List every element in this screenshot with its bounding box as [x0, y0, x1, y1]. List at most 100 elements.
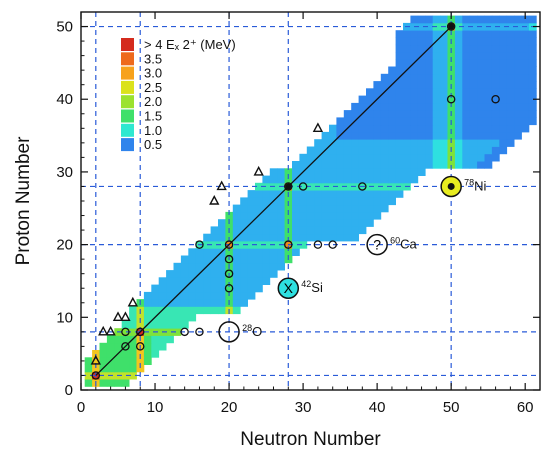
nuclide-cell — [499, 110, 508, 118]
nuclide-cell — [417, 37, 426, 46]
nuclide-cell — [351, 146, 359, 155]
nuclide-cell — [506, 81, 515, 89]
nuclide-cell — [343, 175, 352, 184]
nuclide-cell — [143, 306, 152, 315]
nuclide-cell — [521, 88, 530, 96]
nuclide-cell — [84, 371, 93, 380]
doubly-magic-dot — [285, 183, 292, 190]
nuclide-cell — [299, 175, 308, 184]
nuclide-cell — [440, 161, 448, 169]
nuclide-cell — [417, 146, 426, 155]
nuclide-cell — [403, 59, 411, 67]
nuclide-cell — [262, 211, 271, 220]
nuclide-cell — [218, 241, 226, 249]
nuclide-cell — [121, 328, 130, 336]
nuclide-cell — [180, 262, 189, 271]
nuclide-cell — [491, 44, 500, 53]
nuclide-cell — [462, 110, 471, 118]
nuclide-cell — [343, 211, 352, 220]
nuclide-cell — [454, 102, 463, 111]
nuclide-cell — [499, 30, 508, 38]
circle-marker — [224, 283, 234, 293]
nuclide-cell — [136, 357, 145, 365]
nuclide-cell — [477, 95, 485, 104]
nuclide-cell — [477, 81, 485, 89]
nuclide-cell — [484, 139, 493, 147]
nuclide-cell — [477, 37, 485, 46]
nuclide-cell — [432, 15, 441, 24]
nuclide-cell — [388, 124, 396, 133]
nuclide-cell — [269, 248, 278, 256]
nuclide-cell — [210, 306, 219, 315]
nuclide-cell — [299, 219, 308, 227]
nuclide-cell — [447, 15, 456, 24]
nuclide-cell — [106, 350, 115, 358]
nuclide-cell — [314, 219, 322, 227]
nuclide-cell — [92, 364, 100, 373]
nuclide-cell — [477, 131, 485, 140]
nuclide-cell — [129, 313, 137, 322]
nuclide-cell — [425, 52, 434, 60]
nuclide-cell — [180, 320, 189, 329]
nuclide-cell — [277, 175, 285, 184]
nuclide-cell — [366, 95, 374, 104]
nuclide-cell — [203, 248, 211, 256]
nuclide-cell — [129, 306, 137, 315]
nuclide-cell — [269, 255, 278, 264]
nuclide-cell — [506, 37, 515, 46]
nuclide-cell — [388, 182, 396, 191]
n-equals-z-line — [95, 26, 452, 376]
nuclide-cell — [388, 117, 396, 126]
nuclide-annotation: 78Ni — [464, 177, 486, 193]
nuclide-cell — [210, 284, 219, 293]
nuclide-cell — [358, 117, 367, 126]
nuclide-cell — [188, 306, 197, 315]
nuclide-cell — [417, 95, 426, 104]
nuclide-cell — [380, 168, 389, 176]
legend-swatch — [121, 38, 134, 51]
nuclide-cell — [180, 255, 189, 264]
nuclide-cell — [410, 73, 419, 82]
legend-swatch — [121, 123, 134, 137]
nuclide-cell — [262, 241, 271, 249]
nuclide-cell — [173, 320, 182, 329]
nuclide-cell — [447, 59, 456, 67]
x-tick-label: 60 — [517, 399, 534, 416]
nuclide-cell — [432, 117, 441, 126]
nuclide-cell — [173, 328, 182, 336]
nuclide-cell — [366, 161, 374, 169]
nuclide-cell — [358, 197, 367, 206]
nuclide-cell — [499, 44, 508, 53]
nuclide-cell — [403, 102, 411, 111]
nuclide-cell — [454, 117, 463, 126]
nuclide-cell — [417, 124, 426, 133]
nuclide-cell — [84, 364, 93, 373]
nuclide-cell — [129, 364, 137, 373]
nuclide-cell — [469, 110, 478, 118]
nuclide-cell — [225, 284, 234, 293]
nuclide-cell — [462, 88, 471, 96]
nuclide-cell — [106, 342, 115, 351]
nuclide-cell — [143, 291, 152, 300]
nuclide-cell — [440, 59, 448, 67]
nuclide-cell — [173, 284, 182, 293]
legend-label: 2.0 — [144, 94, 162, 109]
nuclide-cell — [129, 371, 137, 380]
x-tick-label: 40 — [369, 399, 386, 416]
nuclide-cell — [432, 73, 441, 82]
nuclide-cell — [514, 102, 522, 111]
nuclide-annotation: 42Si — [301, 279, 323, 295]
nuclide-cell — [528, 52, 537, 60]
nuclide-cell — [247, 190, 256, 198]
nuclide-cell — [425, 117, 434, 126]
nuclide-cell — [395, 131, 404, 140]
nuclide-cell — [484, 30, 493, 38]
nuclide-cell — [358, 102, 367, 111]
nuclide-cell — [173, 270, 182, 278]
nuclide-cell — [432, 146, 441, 155]
nuclide-cell — [454, 153, 463, 162]
nuclide-cell — [425, 139, 434, 147]
nuclide-cell — [129, 320, 137, 329]
nuclide-cell — [454, 124, 463, 133]
